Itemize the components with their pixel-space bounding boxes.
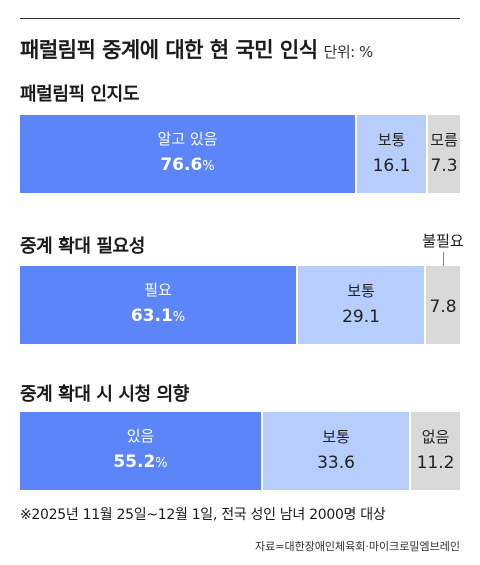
segment-value-number: 7.8	[429, 297, 457, 317]
percent-sign: %	[202, 159, 215, 174]
segment-value: 33.6	[317, 451, 355, 475]
segment-label: 보통	[377, 131, 406, 149]
chart-title: 패럴림픽 중계에 대한 현 국민 인식 단위: %	[20, 34, 373, 64]
segment-value-number: 7.3	[430, 156, 458, 176]
segment-value-number: 16.1	[372, 156, 411, 176]
segment-value-number: 76.6	[160, 155, 203, 175]
segment-value-number: 11.2	[416, 453, 455, 473]
segment-value: 63.1%	[131, 304, 185, 330]
bar-segment-major: 알고 있음 76.6%	[20, 115, 357, 193]
segment-value: 7.8	[429, 295, 456, 319]
segment-label: 보통	[322, 428, 350, 446]
bar-segment-mid: 보통 16.1	[357, 115, 428, 193]
source: 자료=대한장애인체육회·마이크로밀엠브레인	[255, 540, 460, 553]
percent-sign: %	[155, 456, 168, 471]
bar-intent: 있음 55.2% 보통 33.6 없음 11.2	[20, 412, 460, 490]
segment-label: 알고 있음	[157, 130, 218, 148]
section-title-intent: 중계 확대 시 시청 의향	[20, 384, 189, 405]
bar-segment-major: 있음 55.2%	[20, 412, 263, 490]
footnote: ※2025년 11월 25일~12월 1일, 전국 성인 남녀 2000명 대상	[20, 507, 386, 523]
segment-label: 필요	[144, 281, 172, 299]
segment-value-number: 33.6	[317, 453, 355, 473]
percent-sign: %	[172, 310, 186, 325]
segment-label: 불필요	[422, 232, 464, 250]
segment-value: 11.2	[417, 451, 455, 475]
segment-value: 29.1	[342, 305, 380, 329]
segment-label: 없음	[421, 428, 450, 446]
chart-title-text: 패럴림픽 중계에 대한 현 국민 인식	[20, 38, 318, 62]
bar-need: 필요 63.1% 보통 29.1 7.8	[20, 266, 460, 344]
segment-value: 55.2%	[113, 450, 167, 476]
segment-value: 76.6%	[160, 153, 214, 179]
segment-value-number: 29.1	[342, 307, 380, 327]
segment-value-number: 63.1	[130, 306, 173, 326]
section-title-awareness: 패럴림픽 인지도	[20, 84, 139, 105]
top-rule	[20, 18, 460, 19]
section-title-need: 중계 확대 필요성	[20, 236, 145, 257]
segment-value: 16.1	[373, 154, 411, 178]
bar-awareness: 알고 있음 76.6% 보통 16.1 모름 7.3	[20, 115, 460, 193]
bar-segment-minor: 7.8	[426, 266, 460, 344]
bar-segment-minor: 모름 7.3	[428, 115, 460, 193]
bar-segment-major: 필요 63.1%	[20, 266, 298, 344]
callout-leader-line	[443, 252, 444, 266]
segment-label: 보통	[347, 282, 375, 300]
segment-value: 7.3	[430, 154, 457, 178]
segment-label: 있음	[126, 427, 155, 445]
bar-segment-mid: 보통 33.6	[263, 412, 411, 490]
bar-segment-mid: 보통 29.1	[298, 266, 426, 344]
bar-segment-minor: 없음 11.2	[411, 412, 460, 490]
segment-label: 모름	[430, 131, 458, 149]
segment-value-number: 55.2	[113, 452, 156, 472]
unit-label: 단위: %	[323, 43, 374, 61]
